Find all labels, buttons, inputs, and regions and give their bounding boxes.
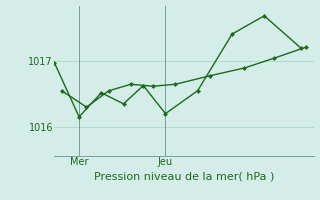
- X-axis label: Pression niveau de la mer( hPa ): Pression niveau de la mer( hPa ): [94, 172, 274, 182]
